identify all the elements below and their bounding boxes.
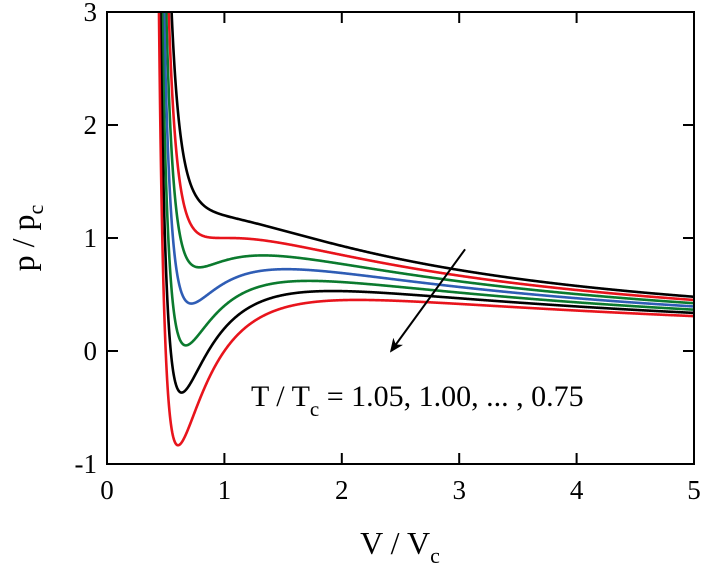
y-axis-title-main: p / p (5, 214, 41, 271)
x-axis-title-sub: c (430, 543, 440, 568)
x-tick-label: 1 (218, 475, 232, 505)
isotherm-4 (160, 12, 694, 347)
annotation-arrow (389, 248, 466, 353)
x-axis-title-main: V / V (360, 525, 430, 561)
x-tick-label: 5 (687, 475, 701, 505)
y-tick-label: 1 (84, 223, 98, 253)
x-axis-title: V / Vc (360, 525, 440, 568)
isotherm-1 (167, 12, 694, 302)
isotherm-3 (162, 12, 694, 308)
isotherm-curves (157, 12, 694, 447)
x-tick-label: 3 (452, 475, 466, 505)
x-tick-label: 2 (335, 475, 349, 505)
annotation-sub: c (310, 397, 319, 421)
y-axis-title-sub: c (23, 204, 48, 214)
y-tick-label: 3 (84, 0, 98, 27)
isotherm-0 (170, 12, 694, 299)
plot-frame (106, 11, 695, 465)
y-tick-label: 0 (84, 336, 98, 366)
x-tick-label: 0 (100, 475, 114, 505)
isotherm-5 (159, 12, 694, 394)
isotherm-2 (164, 12, 694, 305)
annotation-suffix: = 1.05, 1.00, ... , 0.75 (319, 380, 583, 413)
y-tick-label: -1 (75, 449, 98, 479)
x-tick-label: 4 (570, 475, 584, 505)
annotation-label: T / Tc = 1.05, 1.00, ... , 0.75 (251, 380, 584, 421)
isotherm-6 (157, 12, 694, 447)
y-axis-title: p / pc (5, 204, 48, 271)
y-tick-label: 2 (84, 110, 98, 140)
annotation-prefix: T / T (251, 380, 310, 413)
